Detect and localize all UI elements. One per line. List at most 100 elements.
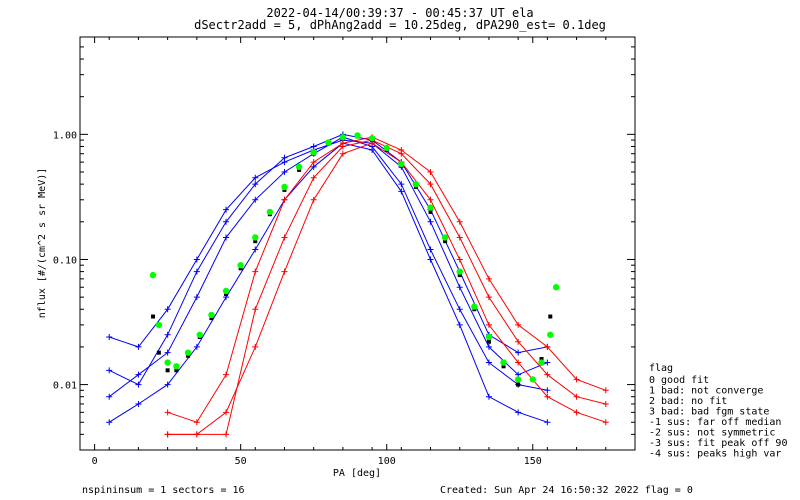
- data-point: [193, 268, 200, 275]
- data-point: [427, 218, 434, 225]
- x-tick-label: 0: [92, 456, 98, 467]
- data-point: [281, 234, 288, 241]
- data-point: [456, 284, 463, 291]
- data-point: [369, 146, 376, 153]
- data-point: [456, 234, 463, 241]
- data-point: [573, 376, 580, 383]
- data-point: [485, 275, 492, 282]
- data-point: [602, 400, 609, 407]
- data-point: [281, 154, 288, 161]
- fit-curve-point: [196, 331, 203, 338]
- data-point: [515, 409, 522, 416]
- fit-curve-point: [149, 271, 157, 279]
- fit-curve-point: [281, 183, 288, 191]
- fit-curve-point: [412, 180, 420, 188]
- legend-title: flag: [649, 363, 673, 374]
- plot-series: [106, 131, 609, 438]
- data-point: [427, 196, 434, 203]
- median-mark: [457, 273, 462, 278]
- fit-curve-point: [547, 331, 554, 338]
- data-point: [135, 400, 142, 407]
- data-point: [252, 174, 259, 181]
- fit-curve-point: [354, 132, 361, 139]
- median-mark: [428, 209, 433, 214]
- fit-curve-point: [529, 376, 536, 383]
- legend-item: 0 good fit: [649, 375, 709, 386]
- fit-curve-point: [339, 133, 347, 141]
- data-point: [135, 343, 142, 350]
- fit-curve-point: [368, 135, 376, 142]
- y-tick-label: 1.00: [53, 130, 77, 141]
- fit-curve-point: [184, 349, 192, 356]
- data-point: [223, 409, 230, 416]
- legend-item: -3 sus: fit peak off 90: [649, 438, 787, 449]
- data-point: [456, 256, 463, 263]
- fit-curve-point: [325, 139, 332, 146]
- data-point: [544, 343, 551, 350]
- median-mark: [516, 382, 521, 387]
- data-point: [164, 349, 171, 356]
- median-mark: [539, 357, 544, 362]
- data-point: [281, 268, 288, 275]
- data-point: [252, 181, 259, 188]
- legend-item: 1 bad: not converge: [649, 386, 763, 397]
- data-point: [135, 381, 142, 388]
- data-point: [164, 331, 171, 338]
- data-point: [223, 206, 230, 213]
- fit-curve-point: [173, 363, 180, 370]
- data-point: [164, 306, 171, 313]
- y-tick-label: 0.01: [53, 381, 77, 392]
- data-point: [223, 431, 230, 438]
- legend-item: -4 sus: peaks high var: [649, 449, 781, 460]
- data-point: [106, 419, 113, 426]
- median-mark: [253, 239, 258, 244]
- data-point: [252, 268, 259, 275]
- data-point: [223, 234, 230, 241]
- y-axis-label: nflux [#/(cm^2 s sr MeV)]: [37, 168, 48, 319]
- data-point: [544, 371, 551, 378]
- fit-curve-point: [552, 284, 560, 291]
- median-mark: [165, 368, 170, 373]
- data-point: [544, 359, 551, 366]
- data-point: [602, 419, 609, 426]
- data-point: [515, 359, 522, 366]
- x-tick-label: 150: [524, 456, 542, 467]
- fit-curve-point: [398, 160, 405, 168]
- median-mark: [548, 314, 553, 319]
- data-point: [515, 349, 522, 356]
- data-point: [573, 393, 580, 400]
- series-line-2: [108, 142, 548, 423]
- data-point: [456, 218, 463, 225]
- data-point: [398, 188, 405, 195]
- fit-curve-point: [500, 359, 507, 366]
- series-line-4: [167, 139, 606, 435]
- data-point: [602, 387, 609, 394]
- data-point: [193, 294, 200, 301]
- chart-title-line1: 2022-04-14/00:39:37 - 00:45:37 UT ela: [266, 6, 533, 20]
- data-point: [310, 196, 317, 203]
- data-point: [223, 218, 230, 225]
- data-point: [485, 343, 492, 350]
- footer-right: Created: Sun Apr 24 16:50:32 2022 flag =…: [440, 485, 693, 496]
- data-point: [485, 359, 492, 366]
- fit-curve-point: [456, 268, 463, 275]
- data-point: [252, 343, 259, 350]
- fit-curve-point: [441, 234, 449, 241]
- fit-curve-point: [252, 234, 259, 241]
- data-point: [281, 169, 288, 176]
- fit-curve-point: [164, 359, 171, 366]
- legend-item: 3 bad: bad fgm state: [649, 407, 769, 418]
- median-mark: [486, 339, 491, 344]
- data-point: [427, 246, 434, 253]
- data-point: [193, 419, 200, 426]
- data-point: [106, 367, 113, 374]
- legend-item: 2 bad: no fit: [649, 396, 727, 407]
- data-point: [106, 393, 113, 400]
- plot-fit-curve: [149, 132, 560, 387]
- data-point: [544, 387, 551, 394]
- fit-curve-point: [237, 261, 244, 269]
- series-line-6: [167, 142, 606, 435]
- data-point: [398, 181, 405, 188]
- axes: 0 50 100 150 0.01 0.10 1.00: [53, 36, 636, 467]
- fit-curve-point: [514, 376, 522, 383]
